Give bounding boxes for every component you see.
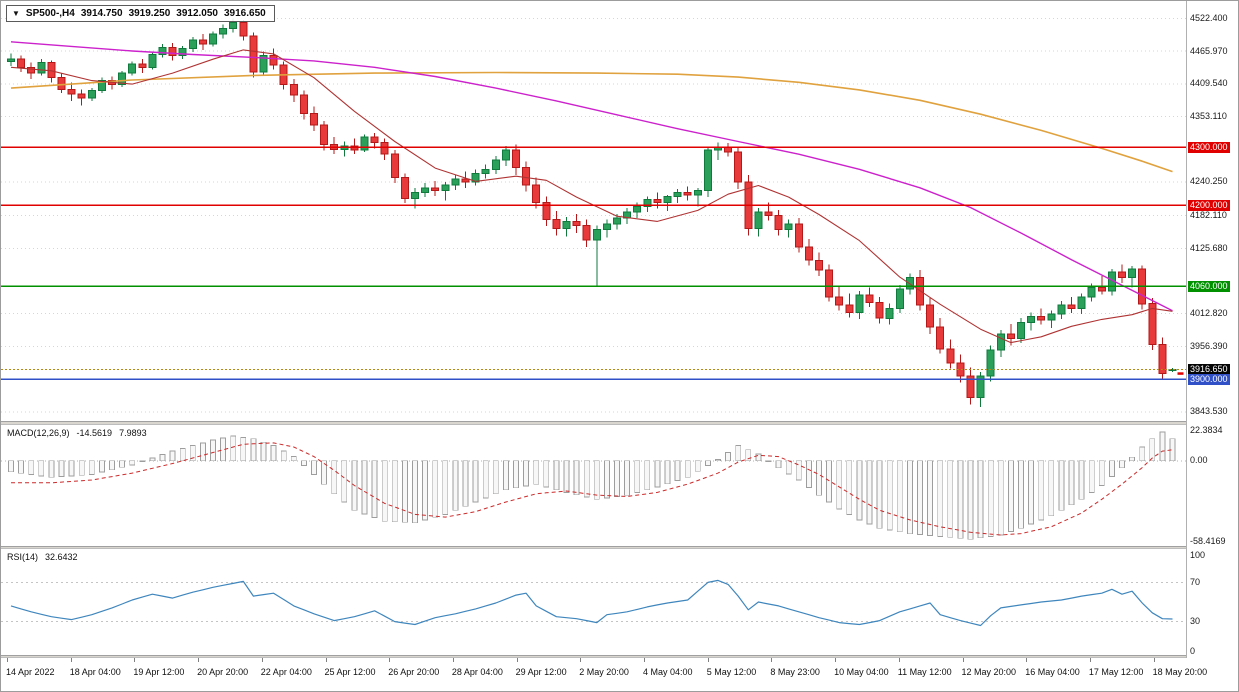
axis-label: 30 [1190, 616, 1201, 627]
macd-panel: MACD(12,26,9) -14.5619 7.9893 [1, 425, 1186, 546]
horizontal-lines-layer [1, 146, 1186, 380]
moving-averages-layer [10, 41, 1173, 344]
time-label: 29 Apr 12:00 [515, 667, 567, 677]
price-axis[interactable]: 4522.400 4465.970 4409.540 4353.110 4300.000… [1186, 1, 1238, 658]
axis-label: 4240.250 [1190, 176, 1228, 187]
time-tick [580, 658, 582, 662]
time-tick [962, 658, 964, 662]
collapse-arrow-icon[interactable]: ▼ [12, 8, 20, 18]
time-label: 19 Apr 12:00 [133, 667, 185, 677]
macd-label: MACD(12,26,9) -14.5619 7.9893 [7, 428, 147, 438]
axis-label: 4353.110 [1190, 111, 1227, 121]
rsi-label: RSI(14) 32.6432 [7, 552, 78, 562]
symbol-timeframe-label: SP500-,H4 [25, 8, 75, 19]
macd-signal-line [11, 442, 1173, 536]
ohlc-open: 3914.750 [80, 8, 123, 19]
time-tick [771, 658, 773, 662]
time-tick [325, 658, 327, 662]
ma-fast-darkred [10, 49, 1173, 344]
axis-label: 3956.390 [1190, 340, 1228, 351]
axis-label: 4522.400 [1190, 12, 1228, 23]
price-chart-panel: ▼ SP500-,H4 3914.750 3919.250 3912.050 3… [1, 1, 1186, 421]
ma-slow-orange [10, 71, 1173, 173]
time-tick [70, 658, 72, 662]
time-label: 8 May 23:00 [770, 667, 820, 677]
time-label: 2 May 20:00 [579, 667, 629, 677]
axis-label: 4300.000 [1188, 141, 1230, 153]
panel-splitter[interactable] [1, 546, 1238, 549]
axis-label: 3843.530 [1190, 406, 1228, 417]
time-label: 20 Apr 20:00 [197, 667, 249, 677]
time-tick [835, 658, 837, 662]
axis-label: 4200.000 [1188, 199, 1230, 211]
axis-label: 4060.000 [1188, 280, 1230, 292]
ohlc-low: 3912.050 [176, 8, 218, 19]
rsi-line [10, 579, 1173, 627]
time-tick [198, 658, 200, 662]
rsi-canvas[interactable] [1, 549, 1186, 655]
time-label: 4 May 04:00 [643, 667, 693, 677]
time-tick [134, 658, 136, 662]
ohlc-high: 3919.250 [128, 8, 171, 19]
rsi-value: 32.6432 [45, 552, 78, 562]
time-label: 10 May 04:00 [834, 667, 889, 677]
axis-label: 4125.680 [1190, 242, 1228, 253]
axis-label: 100 [1190, 550, 1206, 560]
price-chart-canvas[interactable] [1, 1, 1186, 421]
axis-label: 4182.110 [1190, 210, 1227, 221]
time-tick [452, 658, 454, 662]
macd-signal-value: 7.9893 [119, 428, 147, 438]
axis-label: 3900.000 [1188, 373, 1230, 385]
ma-mid-magenta [10, 41, 1173, 312]
time-tick [1153, 658, 1155, 662]
time-label: 25 Apr 12:00 [324, 667, 376, 677]
axis-label: 22.3834 [1190, 424, 1223, 435]
ohlc-close: 3916.650 [224, 8, 266, 19]
axis-label: 0.00 [1190, 455, 1208, 466]
macd-histogram-layer [8, 431, 1176, 540]
time-label: 16 May 04:00 [1025, 667, 1080, 677]
axis-label: 0 [1190, 645, 1196, 656]
time-tick [261, 658, 263, 662]
rsi-name: RSI(14) [7, 552, 39, 562]
time-tick [516, 658, 518, 662]
time-label: 12 May 20:00 [961, 667, 1017, 677]
axis-label: 70 [1190, 576, 1201, 587]
axis-label: 3916.650 [1188, 363, 1230, 375]
axis-label: 4012.820 [1190, 308, 1228, 319]
axis-label: -58.4169 [1190, 535, 1226, 546]
time-tick [707, 658, 709, 662]
macd-canvas[interactable] [1, 425, 1186, 546]
time-label: 28 Apr 04:00 [451, 667, 503, 677]
time-label: 22 Apr 04:00 [260, 667, 312, 677]
time-label: 11 May 12:00 [897, 667, 952, 677]
time-axis[interactable]: 14 Apr 2022 18 Apr 04:00 19 Apr 12:00 20 Ap… [1, 658, 1238, 691]
last-trade-marker [1177, 372, 1184, 375]
macd-name: MACD(12,26,9) [7, 428, 70, 438]
axis-label: 4465.970 [1190, 45, 1228, 56]
time-label: 14 Apr 2022 [6, 667, 55, 677]
time-label: 18 May 20:00 [1152, 667, 1208, 677]
time-label: 26 Apr 20:00 [388, 667, 440, 677]
rsi-panel: RSI(14) 32.6432 [1, 549, 1186, 655]
time-tick [1089, 658, 1091, 662]
price-grid-layer [1, 17, 1186, 413]
time-tick [898, 658, 900, 662]
time-label: 5 May 12:00 [706, 667, 757, 677]
axis-label: 4409.540 [1190, 78, 1228, 89]
macd-main-value: -14.5619 [76, 428, 113, 438]
time-label: 17 May 12:00 [1088, 667, 1144, 677]
panel-splitter[interactable] [1, 421, 1238, 425]
panel-splitter [1, 655, 1238, 658]
time-tick [644, 658, 645, 662]
time-tick [1026, 658, 1028, 662]
time-tick [7, 658, 8, 662]
chart-title: ▼ SP500-,H4 3914.750 3919.250 3912.050 3… [6, 5, 275, 22]
time-tick [389, 658, 391, 662]
candles-layer [7, 18, 1177, 407]
time-label: 18 Apr 04:00 [69, 667, 121, 677]
